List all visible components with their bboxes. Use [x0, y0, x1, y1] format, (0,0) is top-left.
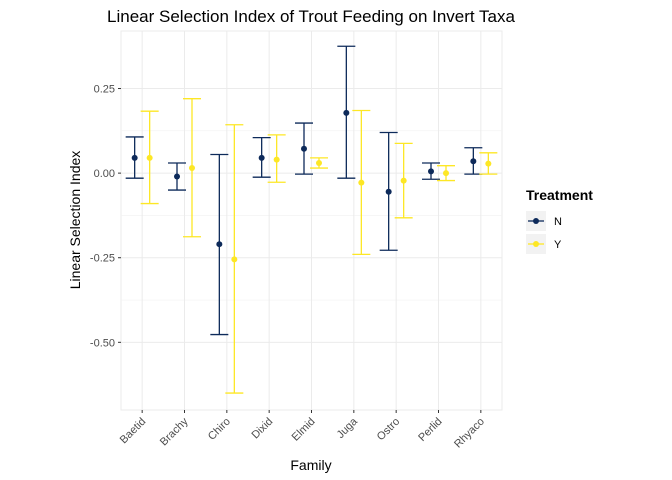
data-point — [146, 154, 153, 161]
y-tick-label: 0.25 — [94, 84, 115, 96]
series-N — [125, 45, 483, 336]
x-tick-label: Brachy — [158, 415, 191, 448]
x-axis: Baetid Brachy Chiro Dixid Elmid Juga Ostro Perl… — [118, 410, 487, 450]
legend-title: Treatment — [526, 187, 593, 203]
y-tick-label: -0.25 — [90, 253, 115, 265]
x-tick-label: Dixid — [250, 416, 276, 442]
x-tick-label: Baetid — [118, 416, 149, 447]
data-point — [273, 156, 280, 163]
series-Y — [140, 98, 498, 394]
data-point — [443, 170, 449, 177]
data-point — [174, 173, 180, 180]
data-point — [316, 159, 322, 166]
x-tick-label: Ostro — [375, 416, 403, 444]
x-axis-title: Family — [290, 457, 331, 473]
data-point — [428, 168, 434, 175]
data-point — [231, 256, 238, 263]
x-tick-label: Chiro — [206, 416, 233, 443]
y-tick-label: -0.50 — [90, 337, 115, 349]
data-point — [358, 179, 365, 186]
data-point — [400, 177, 407, 184]
legend-label: Y — [554, 239, 562, 251]
legend-key-point — [533, 241, 539, 247]
series-layer — [125, 45, 498, 394]
y-axis-title: Linear Selection Index — [67, 151, 83, 290]
x-tick-label: Rhyaco — [452, 416, 487, 451]
data-point — [131, 154, 138, 161]
y-tick-label: 0.00 — [94, 168, 115, 180]
y-axis: 0.25 0.00 -0.25 -0.50 — [90, 84, 121, 349]
data-point — [470, 158, 477, 165]
data-point — [485, 160, 492, 167]
legend-key-point — [533, 218, 539, 224]
legend: Treatment NY — [526, 187, 593, 254]
data-point — [301, 145, 307, 152]
data-point — [216, 241, 223, 248]
x-tick-label: Elmid — [290, 416, 318, 444]
chart-title: Linear Selection Index of Trout Feeding … — [107, 7, 515, 26]
grid-lines — [121, 31, 502, 410]
legend-label: N — [554, 216, 562, 228]
x-tick-label: Juga — [335, 415, 361, 441]
x-tick-label: Perlid — [416, 416, 444, 444]
data-point — [385, 188, 392, 195]
data-point — [189, 165, 195, 172]
data-point — [343, 109, 350, 116]
data-point — [258, 154, 265, 161]
